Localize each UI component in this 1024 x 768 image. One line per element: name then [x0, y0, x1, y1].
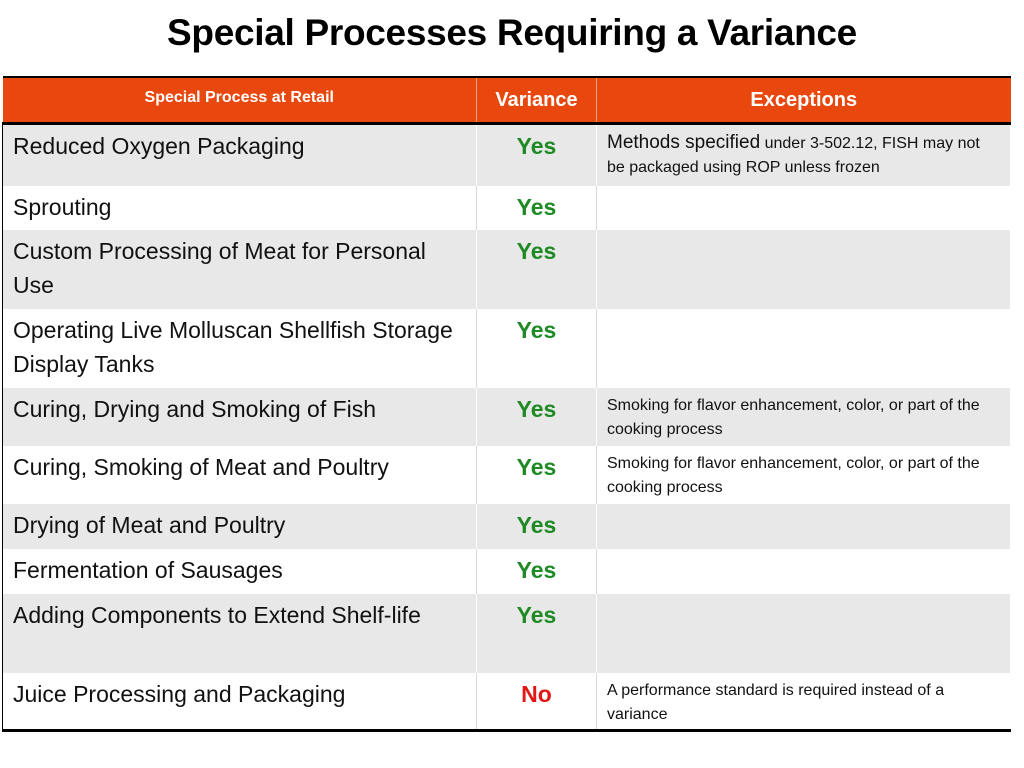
variance-cell: Yes: [476, 387, 597, 446]
column-header-exceptions: Exceptions: [596, 76, 1011, 125]
table-header-row: Special Process at Retail Variance Excep…: [2, 76, 1011, 125]
table-row: Reduced Oxygen Packaging Yes Methods spe…: [2, 123, 1011, 186]
variance-cell: Yes: [476, 445, 597, 504]
exception-cell: [596, 593, 1011, 673]
table-row: Custom Processing of Meat for Personal U…: [2, 229, 1011, 309]
variance-cell: Yes: [476, 593, 597, 673]
exception-cell: [596, 185, 1011, 230]
exception-cell: Methods specified under 3-502.12, FISH m…: [596, 123, 1011, 186]
variance-table: Special Process at Retail Variance Excep…: [2, 76, 1011, 732]
table-row: Curing, Smoking of Meat and Poultry Yes …: [2, 445, 1011, 504]
variance-cell: Yes: [476, 229, 597, 309]
process-cell: Curing, Smoking of Meat and Poultry: [2, 445, 477, 504]
column-header-process: Special Process at Retail: [2, 76, 477, 125]
variance-cell: Yes: [476, 308, 597, 388]
column-header-variance: Variance: [476, 76, 597, 125]
exception-cell: [596, 229, 1011, 309]
process-cell: Curing, Drying and Smoking of Fish: [2, 387, 477, 446]
table-row: Drying of Meat and Poultry Yes: [2, 503, 1011, 549]
table-row: Sprouting Yes: [2, 185, 1011, 230]
table-row: Juice Processing and Packaging No A perf…: [2, 672, 1011, 731]
exception-text: under 3-502.12, FISH may not be packaged…: [607, 135, 980, 176]
exception-cell: [596, 548, 1011, 594]
process-cell: Custom Processing of Meat for Personal U…: [2, 229, 477, 309]
process-cell: Fermentation of Sausages: [2, 548, 477, 594]
exception-cell: Smoking for flavor enhancement, color, o…: [596, 387, 1011, 446]
process-cell: Reduced Oxygen Packaging: [2, 123, 477, 186]
table-row: Adding Components to Extend Shelf-life Y…: [2, 593, 1011, 673]
exception-cell: Smoking for flavor enhancement, color, o…: [596, 445, 1011, 504]
table-row: Fermentation of Sausages Yes: [2, 548, 1011, 594]
process-cell: Sprouting: [2, 185, 477, 230]
process-cell: Juice Processing and Packaging: [2, 672, 477, 731]
exception-cell: [596, 308, 1011, 388]
variance-cell: Yes: [476, 123, 597, 186]
variance-cell: No: [476, 672, 597, 731]
exception-lead: Methods specified: [607, 132, 761, 153]
process-cell: Adding Components to Extend Shelf-life: [2, 593, 477, 673]
process-cell: Operating Live Molluscan Shellfish Stora…: [2, 308, 477, 388]
variance-cell: Yes: [476, 548, 597, 594]
page-title: Special Processes Requiring a Variance: [167, 12, 857, 53]
exception-cell: [596, 503, 1011, 549]
table-row: Curing, Drying and Smoking of Fish Yes S…: [2, 387, 1011, 446]
variance-cell: Yes: [476, 503, 597, 549]
exception-cell: A performance standard is required inste…: [596, 672, 1011, 731]
variance-cell: Yes: [476, 185, 597, 230]
table-row: Operating Live Molluscan Shellfish Stora…: [2, 308, 1011, 388]
process-cell: Drying of Meat and Poultry: [2, 503, 477, 549]
